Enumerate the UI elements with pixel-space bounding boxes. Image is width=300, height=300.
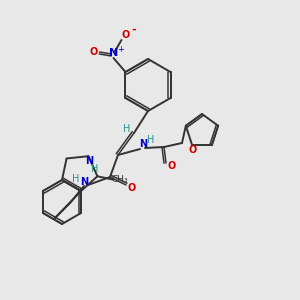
Text: N: N [139,139,147,149]
Text: N: N [109,48,118,58]
Text: O: O [122,30,130,40]
Text: +: + [117,44,124,53]
Text: H: H [123,124,131,134]
Text: -: - [131,25,136,35]
Text: O: O [89,47,98,57]
Text: N: N [85,156,94,166]
Text: H: H [72,174,80,184]
Text: N: N [80,177,88,187]
Text: O: O [168,161,176,171]
Text: H: H [91,164,98,174]
Text: O: O [189,145,197,155]
Text: H: H [147,135,155,145]
Text: O: O [128,183,136,193]
Text: CH₃: CH₃ [112,175,128,184]
